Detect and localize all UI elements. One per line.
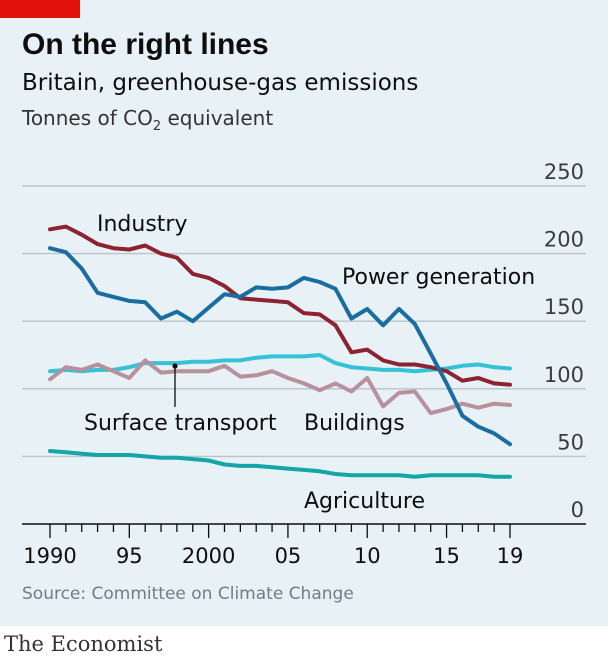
series-annotations: Industry Power generation Surface transp…	[84, 212, 535, 514]
x-tick-label-2005: 05	[275, 544, 302, 568]
unit-label: Tonnes of CO2 equivalent	[22, 106, 274, 134]
y-tick-label-200: 200	[544, 228, 584, 252]
x-tick-label-2000: 2000	[182, 544, 235, 568]
y-axis-labels: 0 50 100 150 200 250	[544, 160, 584, 522]
y-tick-label-150: 150	[544, 295, 584, 319]
series-line-buildings	[48, 358, 512, 416]
y-tick-label-100: 100	[544, 363, 584, 387]
series-line-power-generation	[48, 246, 512, 447]
series-line-industry	[48, 224, 512, 387]
y-tick-label-250: 250	[544, 160, 584, 184]
x-tick-label-2015: 15	[433, 544, 460, 568]
annotation-industry: Industry	[97, 212, 188, 237]
x-tick-label-1990: 1990	[23, 544, 76, 568]
unit-suffix: equivalent	[161, 106, 274, 130]
chart-subtitle: Britain, greenhouse-gas emissions	[22, 70, 419, 96]
annotation-buildings: Buildings	[304, 411, 405, 436]
source-note: Source: Committee on Climate Change	[22, 584, 354, 604]
chart-title: On the right lines	[22, 28, 269, 61]
annotation-agriculture: Agriculture	[304, 489, 425, 514]
y-tick-label-0: 0	[571, 498, 584, 522]
x-tick-label-2010: 10	[354, 544, 381, 568]
x-axis: 1990 95 2000 05 10 15 19	[22, 523, 586, 568]
unit-subscript: 2	[152, 119, 162, 134]
series-lines	[48, 224, 512, 479]
series-line-agriculture	[48, 449, 512, 479]
economist-logo: The Economist	[4, 632, 163, 656]
y-tick-label-50: 50	[557, 430, 584, 454]
line-chart: 0 50 100 150 200 250 1990 95 2000 05 10 15 19 Indus…	[22, 160, 586, 568]
annotation-surface-transport: Surface transport	[84, 411, 277, 436]
x-tick-label-2019: 19	[497, 544, 524, 568]
gridlines	[22, 185, 586, 458]
x-tick-label-1995: 95	[116, 544, 143, 568]
surface-transport-pointer-dot	[172, 363, 178, 369]
unit-prefix: Tonnes of CO	[22, 106, 153, 130]
brand-red-tag	[0, 0, 80, 18]
annotation-power-generation: Power generation	[342, 265, 535, 290]
